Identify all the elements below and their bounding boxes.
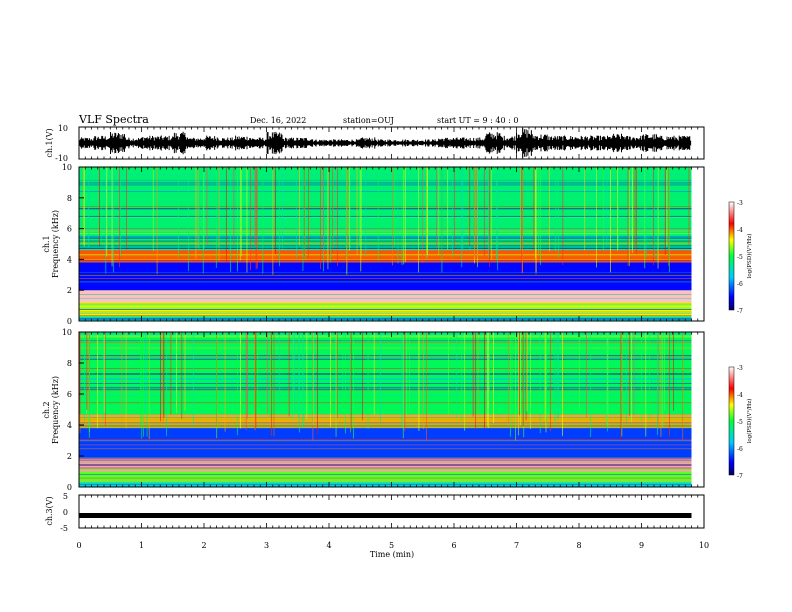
time-tick-label: 7 (514, 541, 519, 550)
ch1-spectrogram-yticks: 0 2 4 6 8 10 (62, 163, 84, 326)
ch1-spec-band-2 (79, 262, 692, 291)
ch2-colorbar-label: log(PSD)(V²/Hz) (746, 399, 753, 444)
time-tick-label: 5 (389, 541, 394, 550)
ch1-spec-ytick-label: 4 (67, 255, 72, 264)
ch2-spec-ytick-label: 6 (67, 390, 72, 399)
ch2-spectrogram-image (79, 332, 704, 487)
ch3-xticks (78, 495, 705, 528)
ch1-waveform-trace (78, 128, 692, 158)
ch2-spec-ytick-label: 2 (67, 452, 72, 461)
ch2-spec-ytick-label: 10 (62, 328, 72, 337)
ch3-panel: 5 0 -5 ch.3(V) (45, 492, 705, 533)
ch1-spec-ytick-label: 6 (67, 225, 72, 234)
time-tick-label: 9 (639, 541, 644, 550)
ch1-spectrogram-ylabel-line2: Frequency (kHz) (51, 210, 60, 278)
ch2-spectrogram-ylabel-line1: ch.2 (42, 401, 51, 418)
time-axis-tick-labels: 0 1 2 3 4 5 6 7 8 9 10 (76, 541, 709, 550)
ch2-cb-tick-m4: -4 (737, 392, 743, 399)
ch2-spec-band-4 (79, 332, 692, 415)
ch1-waveform-xticks (78, 127, 705, 159)
ch3-ytick-bottom: -5 (60, 524, 68, 533)
ch1-waveform-ylabel: ch.1(V) (45, 128, 54, 157)
ch1-cb-tick-m7: -7 (737, 308, 743, 315)
ch1-spectrogram-image (79, 167, 704, 321)
ch1-spec-ytick-label: 2 (67, 286, 72, 295)
ch2-spec-nodata (691, 332, 704, 487)
ch1-spec-ytick-label: 0 (67, 317, 72, 326)
time-tick-label: 3 (264, 541, 269, 550)
ch1-spec-nodata (691, 167, 704, 321)
ch3-ytick-mid: 0 (63, 508, 68, 517)
time-tick-label: 4 (326, 541, 331, 550)
time-tick-label: 10 (699, 541, 709, 550)
figure-title: VLF Spectra (78, 113, 149, 126)
ch2-spec-band-0 (79, 471, 692, 483)
ch1-spec-ytick-label: 8 (67, 194, 72, 203)
ch2-colorbar-scale (728, 366, 735, 476)
ch2-cb-tick-m3: -3 (737, 365, 743, 372)
ch1-colorbar-scale (728, 201, 735, 311)
time-tick-label: 2 (201, 541, 206, 550)
ch1-spec-band-1 (79, 290, 692, 303)
date-label: Dec. 16, 2022 (250, 116, 306, 125)
ch2-spectrogram-ylabel-line2: Frequency (kHz) (51, 376, 60, 444)
ch1-spectrogram-panel: 0 2 4 6 8 10 ch.1 Frequency (kHz) (42, 163, 705, 326)
ch1-colorbar: -3 -4 -5 -6 -7 log(PSD)(V²/Hz) (728, 200, 753, 315)
ch1-ytick-bottom: -10 (55, 154, 68, 163)
time-tick-label: 0 (76, 541, 81, 550)
ch1-ytick-top: 10 (58, 124, 68, 133)
station-label: station=OUJ (343, 116, 394, 125)
ch1-cb-tick-m4: -4 (737, 227, 743, 234)
ch2-colorbar: -3 -4 -5 -6 -7 log(PSD)(V²/Hz) (728, 365, 753, 480)
ch2-spec-ytick-label: 0 (67, 483, 72, 492)
ch2-spec-band-2 (79, 428, 692, 458)
ch2-spec-ytick-label: 8 (67, 359, 72, 368)
ch2-cb-tick-m7: -7 (737, 473, 743, 480)
start-time-label: start UT = 9 : 40 : 0 (437, 116, 518, 125)
time-tick-label: 6 (451, 541, 456, 550)
ch3-ylabel: ch.3(V) (45, 496, 54, 525)
ch1-spectrogram-ylabel-line1: ch.1 (42, 235, 51, 252)
ch2-cb-tick-m6: -6 (737, 446, 743, 453)
ch1-cb-tick-m6: -6 (737, 281, 743, 288)
ch2-spectrogram-xticks (78, 332, 705, 487)
ch1-cb-tick-m5: -5 (737, 254, 743, 261)
ch3-ytick-top: 5 (63, 492, 68, 501)
time-axis-label: Time (min) (370, 550, 414, 559)
ch2-spectrogram-panel: 0 2 4 6 8 10 ch.2 Frequency (kHz) (42, 328, 705, 492)
ch2-cb-tick-m5: -5 (737, 419, 743, 426)
ch1-waveform-path (78, 128, 692, 158)
ch2-spec-ytick-label: 4 (67, 421, 72, 430)
ch1-spec-ytick-label: 10 (62, 163, 72, 172)
time-tick-label: 8 (576, 541, 581, 550)
time-tick-label: 1 (139, 541, 144, 550)
ch1-colorbar-label: log(PSD)(V²/Hz) (746, 234, 753, 279)
ch1-waveform-panel: 10 -10 ch.1(V) (45, 124, 705, 163)
ch2-spectrogram-yticks: 0 2 4 6 8 10 (62, 328, 84, 492)
ch1-spectrogram-xticks (78, 167, 705, 321)
ch1-cb-tick-m3: -3 (737, 200, 743, 207)
